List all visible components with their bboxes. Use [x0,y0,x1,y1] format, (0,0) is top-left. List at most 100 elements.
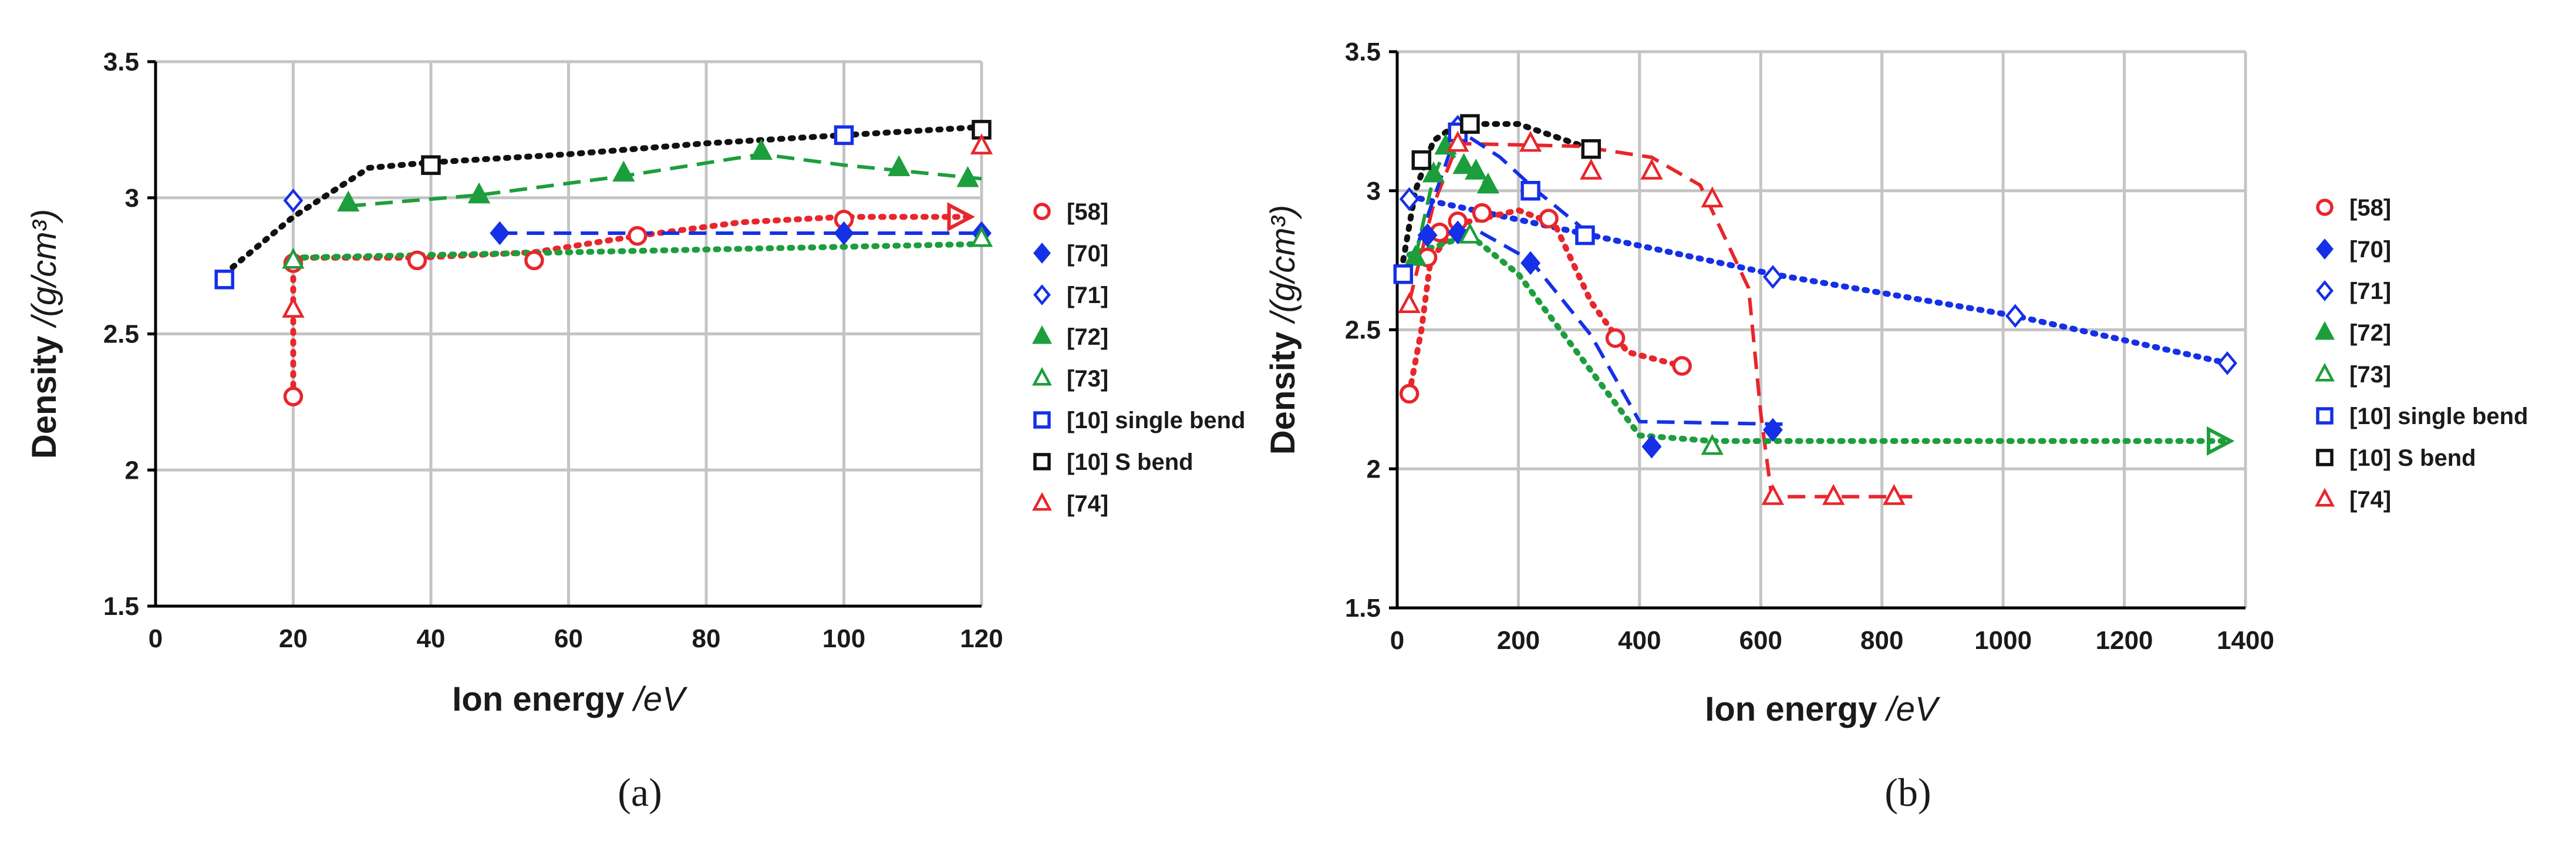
legend-marker-s58 [2316,199,2334,216]
data-point-s10b [1581,139,1601,159]
legend-marker-s10b [1033,453,1051,470]
x-tick-label: 100 [822,624,865,653]
y-tick-label: 2.5 [103,320,139,349]
legend-marker-s10b [2316,449,2334,466]
data-point-s72 [1465,159,1488,180]
y-axis-title-unit: /(g/cm³) [25,209,63,329]
x-axis-title: Ion energy /eV [452,680,688,718]
data-point-s74 [1701,186,1724,208]
data-point-s74 [1447,130,1469,152]
x-axis-title-main: Ion energy [452,680,633,718]
data-point-s73 [1458,222,1482,244]
x-tick-label: 1200 [2096,626,2153,655]
y-tick-label: 2 [1367,455,1381,483]
legend-label-s72-a: [72] [1067,324,1108,350]
legend-label-s58-a: [58] [1067,199,1108,225]
data-point-s71 [283,189,304,213]
x-axis-title-main: Ion energy [1705,690,1886,728]
data-point-s72 [1422,161,1445,183]
legend-label-s10a-b: [10] single bend [2349,403,2528,429]
legend-marker-s73 [1032,366,1052,386]
legend-marker-s71 [1033,284,1051,305]
legend-label-s70-a: [70] [1067,241,1108,267]
data-point-s58 [1672,356,1692,376]
x-tick-label: 400 [1618,626,1661,655]
legend-marker-s71 [2316,280,2334,301]
legend-label-s10b-a: [10] S bend [1067,449,1193,475]
data-point-s71 [2217,351,2237,375]
trendline-green-dash [348,152,982,208]
legend-marker-s70 [1033,243,1051,264]
legend-marker-s70 [2316,238,2334,260]
y-axis-title-main: Density [25,327,63,459]
y-axis-title-unit: /(g/cm³) [1264,205,1302,325]
trendline-blue-dot [1406,193,2230,366]
data-point-s10b [1411,150,1432,170]
data-point-s72 [1452,153,1475,174]
x-tick-label: 80 [692,624,721,653]
data-point-s71 [1399,187,1420,211]
legend-label-s73-a: [73] [1067,366,1108,392]
data-point-s58 [628,226,648,246]
data-point-s74 [1580,159,1603,180]
panel-a-chart: 0 20 40 60 80 100 120 1.5 2 2.5 3 3.5 Ion energy /eV… [25,48,1246,718]
data-point-s73 [282,247,305,269]
legend-label-s72-b: [72] [2349,320,2391,346]
trendline-black-dot [221,124,984,277]
y-axis-title-main: Density [1264,322,1302,455]
data-point-s74 [1640,159,1663,180]
legend-label-s10b-b: [10] S bend [2349,445,2476,471]
panel-a-label: (a) [618,770,662,815]
x-tick-label: 60 [554,624,583,653]
data-point-s74 [1761,484,1785,505]
trendline-green-dot [290,241,984,261]
data-point-s10a [1575,225,1595,246]
data-point-s58 [524,250,544,271]
data-point-s74 [1883,484,1906,505]
data-point-s70 [1641,435,1662,459]
data-point-s58 [1539,209,1559,228]
data-point-s70 [834,221,854,246]
legend-label-s10a-a: [10] single bend [1067,408,1246,433]
x-axis-title-unit: /eV [1884,690,1941,728]
trendline-arrowhead [2207,426,2235,456]
y-tick-label: 2.5 [1345,316,1381,345]
legend-label-s74-a: [74] [1067,491,1108,517]
data-point-s72 [956,166,979,187]
data-point-s74 [970,133,993,154]
data-point-s72 [612,160,635,182]
data-point-s72 [467,182,491,204]
data-point-s10a [214,270,234,290]
data-point-s74 [1822,484,1845,505]
data-point-s58 [1472,203,1492,223]
data-point-s10a [834,125,854,145]
legend-label-s71-b: [71] [2349,278,2391,304]
data-point-s70 [1520,251,1541,275]
x-tick-label: 20 [279,624,308,653]
trendline-black-dot [1400,121,1594,264]
data-point-s74 [1398,292,1421,314]
legend-marker-s74 [1032,492,1052,511]
legend-label-s74-b: [74] [2349,487,2391,513]
y-axis-title: Density /(g/cm³) [1264,205,1302,455]
data-point-s74 [282,297,305,318]
data-point-s10b [421,155,441,175]
trendline-arrowhead [947,202,975,232]
data-point-s10b [1460,114,1480,134]
data-point-s71 [1762,265,1783,289]
trendline-red-dash [1407,142,1913,499]
legend-marker-s72 [2315,321,2335,340]
x-tick-label: 120 [960,624,1003,653]
data-point-s10a [1520,181,1540,201]
y-tick-label: 3.5 [1345,38,1381,66]
x-axis-title-unit: /eV [632,680,688,718]
data-point-s70 [490,221,510,246]
panel-b-chart: 0 200 400 600 800 1000 1200 1400 1.5 2 2.5 3 3.5 Ion … [1264,38,2528,728]
data-point-s70 [1417,223,1438,247]
x-tick-label: 0 [1390,626,1404,655]
data-point-s71 [2005,304,2025,328]
legend-marker-s74 [2315,487,2335,507]
y-tick-label: 2 [125,456,139,485]
x-tick-label: 40 [417,624,446,653]
